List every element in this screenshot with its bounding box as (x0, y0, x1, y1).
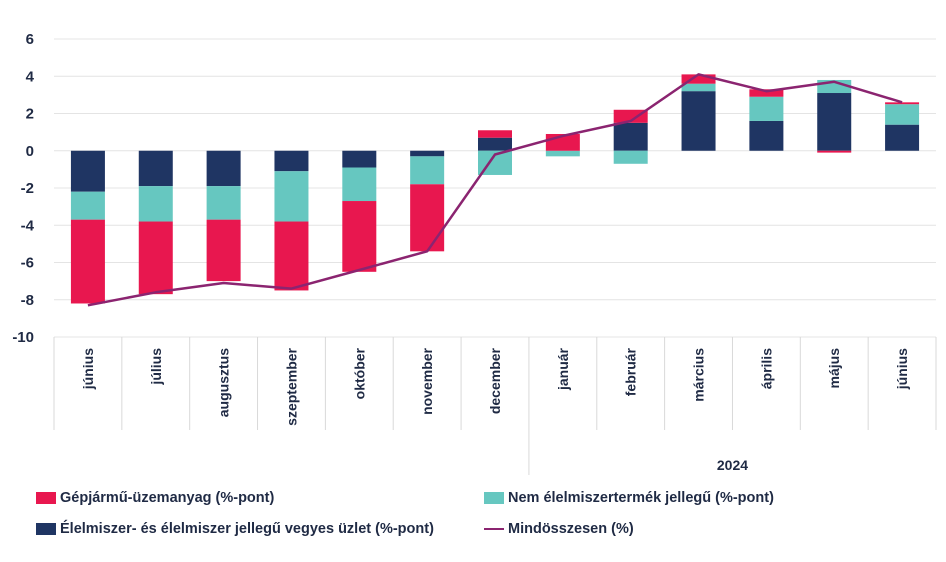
legend-swatch-food (36, 523, 56, 535)
legend-item-nonfood: Nem élelmiszertermék jellegű (%-pont) (484, 490, 774, 506)
bar-fuel-0 (70, 219, 105, 304)
bar-nonfood-5 (410, 156, 445, 185)
bar-fuel-3 (274, 221, 309, 291)
bar-fuel-10 (749, 89, 784, 97)
bar-food-10 (749, 120, 784, 151)
x-tick-label: június (80, 348, 96, 390)
y-tick-label: -8 (21, 292, 34, 309)
x-tick-label: október (351, 347, 367, 399)
legend-label-nonfood: Nem élelmiszertermék jellegű (%-pont) (508, 490, 774, 506)
bar-nonfood-2 (206, 186, 241, 220)
y-tick-label: 0 (26, 143, 34, 160)
legend-item-fuel: Gépjármű-üzemanyag (%-pont) (36, 490, 274, 506)
y-tick-label: -4 (21, 217, 35, 234)
x-tick-label: április (758, 348, 774, 389)
x-tick-label: november (419, 347, 435, 414)
x-tick-label: június (894, 348, 910, 390)
bar-food-12 (885, 124, 920, 151)
x-tick-label: december (487, 347, 503, 414)
bar-food-2 (206, 150, 241, 187)
y-tick-label: 4 (26, 68, 35, 85)
bar-nonfood-9 (681, 83, 716, 92)
bar-fuel-11 (817, 150, 852, 153)
y-tick-label: -2 (21, 180, 34, 197)
legend-swatch-total (484, 528, 504, 530)
x-tick-label: május (826, 348, 842, 389)
bar-food-9 (681, 91, 716, 151)
bar-fuel-6 (478, 130, 512, 138)
bar-nonfood-10 (749, 96, 784, 121)
legend-label-food: Élelmiszer- és élelmiszer jellegű vegyes… (60, 521, 434, 537)
bar-nonfood-0 (70, 191, 105, 220)
bar-nonfood-12 (885, 104, 920, 125)
bar-fuel-9 (681, 74, 716, 84)
y-tick-label: 6 (26, 31, 34, 48)
bar-food-8 (613, 122, 648, 151)
bar-fuel-5 (410, 184, 445, 252)
year-label: 2024 (717, 457, 748, 473)
bar-food-1 (138, 150, 173, 187)
chart: 6 4 2 0 -2 -4 -6 -8 -10 június július augusztus szep… (12, 31, 937, 475)
legend-swatch-nonfood (484, 492, 504, 504)
y-tick-label: -10 (12, 329, 34, 346)
x-tick-label: július (148, 348, 164, 386)
bar-fuel-4 (342, 201, 377, 272)
bar-fuel-1 (138, 221, 173, 295)
bar-food-6 (478, 137, 512, 151)
bar-fuel-12 (885, 102, 920, 105)
x-tick-label: január (555, 347, 571, 391)
bar-fuel-8 (613, 109, 648, 123)
x-tick-label: augusztus (216, 348, 232, 417)
bar-food-11 (817, 93, 852, 151)
bar-food-3 (274, 150, 309, 172)
bar-fuel-2 (206, 219, 241, 282)
bar-nonfood-1 (138, 186, 173, 222)
legend-swatch-fuel (36, 492, 56, 504)
y-tick-label: 2 (26, 106, 34, 123)
legend-item-food: Élelmiszer- és élelmiszer jellegű vegyes… (36, 521, 434, 537)
x-tick-label: március (691, 348, 707, 402)
bar-food-5 (410, 150, 445, 157)
bar-nonfood-8 (613, 150, 648, 164)
x-tick-label: február (623, 347, 639, 396)
bar-food-4 (342, 150, 377, 168)
bar-food-0 (70, 150, 105, 192)
legend-item-total: Mindösszesen (%) (484, 521, 634, 537)
total-line (87, 73, 903, 307)
legend-label-total: Mindösszesen (%) (508, 521, 634, 537)
bar-nonfood-4 (342, 167, 377, 202)
bar-nonfood-7 (545, 150, 580, 157)
y-tick-label: -6 (21, 255, 34, 272)
x-tick-label: szeptember (283, 347, 299, 425)
legend-label-fuel: Gépjármű-üzemanyag (%-pont) (60, 490, 275, 506)
bar-nonfood-3 (274, 171, 309, 222)
